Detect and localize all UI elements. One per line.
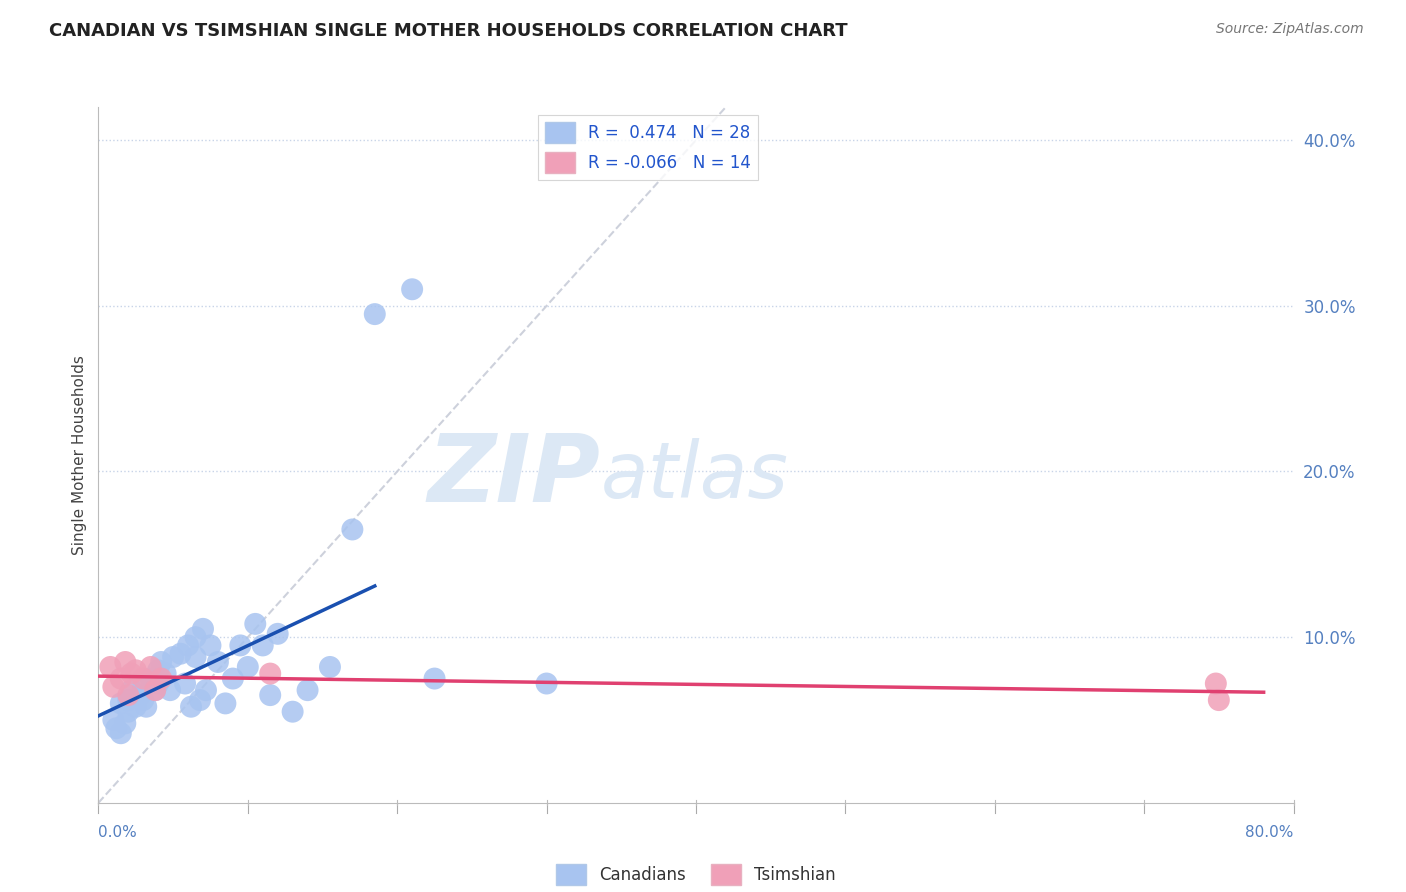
Point (1205, 676, 1227, 690)
Point (117, 688, 139, 702)
Point (342, 523, 364, 537)
Point (120, 666, 142, 681)
Point (110, 672, 132, 686)
Point (139, 660, 162, 674)
Point (177, 639, 200, 653)
Point (114, 655, 136, 669)
Point (132, 680, 155, 694)
Point (195, 683, 218, 698)
Point (132, 672, 155, 686)
Point (222, 672, 245, 686)
Text: atlas: atlas (600, 438, 789, 514)
Point (297, 683, 319, 698)
Point (267, 627, 290, 641)
Point (155, 666, 177, 681)
Point (150, 655, 173, 669)
Point (125, 699, 148, 714)
Point (252, 639, 274, 653)
Point (110, 697, 132, 711)
Point (259, 666, 281, 681)
Point (184, 650, 207, 665)
Text: Source: ZipAtlas.com: Source: ZipAtlas.com (1216, 22, 1364, 37)
Point (117, 693, 139, 707)
Point (120, 683, 142, 698)
Point (110, 726, 132, 740)
Point (114, 716, 136, 731)
Point (150, 672, 173, 686)
Point (319, 660, 342, 674)
Point (536, 676, 558, 690)
Point (103, 713, 125, 727)
Point (143, 683, 166, 698)
Point (135, 699, 157, 714)
Point (125, 663, 148, 677)
Point (184, 630, 207, 644)
Point (159, 683, 181, 698)
Point (148, 663, 170, 677)
Point (100, 660, 122, 674)
Point (174, 676, 197, 690)
Point (148, 676, 170, 690)
Point (180, 699, 202, 714)
Point (401, 282, 423, 296)
Point (191, 622, 214, 636)
Y-axis label: Single Mother Households: Single Mother Households (72, 355, 87, 555)
Point (207, 655, 229, 669)
Text: 0.0%: 0.0% (98, 825, 138, 840)
Point (132, 693, 155, 707)
Point (188, 693, 211, 707)
Text: 80.0%: 80.0% (1246, 825, 1294, 840)
Point (129, 688, 152, 702)
Point (229, 639, 252, 653)
Text: CANADIAN VS TSIMSHIAN SINGLE MOTHER HOUSEHOLDS CORRELATION CHART: CANADIAN VS TSIMSHIAN SINGLE MOTHER HOUS… (49, 22, 848, 40)
Point (236, 660, 259, 674)
Point (117, 705, 139, 719)
Point (1208, 693, 1230, 707)
Point (259, 688, 281, 702)
Point (105, 721, 128, 735)
Point (214, 697, 236, 711)
Point (200, 639, 222, 653)
Point (281, 705, 304, 719)
Point (364, 307, 387, 321)
Point (162, 650, 184, 665)
Point (103, 680, 125, 694)
Text: ZIP: ZIP (427, 430, 600, 522)
Point (245, 616, 267, 631)
Point (169, 647, 191, 661)
Point (423, 672, 446, 686)
Point (139, 672, 162, 686)
Legend: Canadians, Tsimshian: Canadians, Tsimshian (550, 857, 842, 892)
Point (143, 683, 166, 698)
